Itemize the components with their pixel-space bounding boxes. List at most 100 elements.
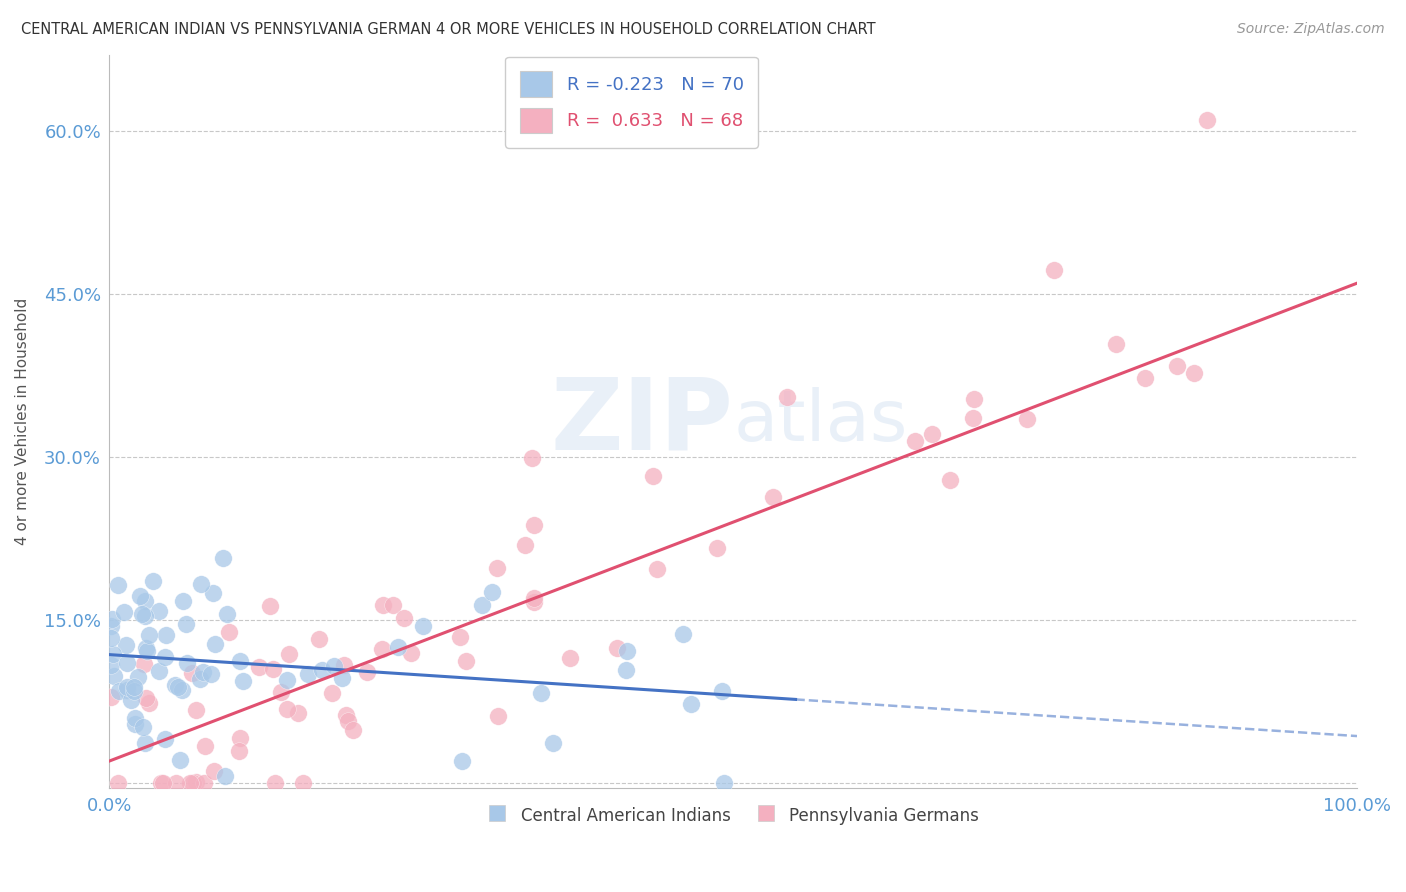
- Point: [962, 411, 984, 425]
- Point: [131, 607, 153, 621]
- Point: [311, 663, 333, 677]
- Point: [904, 434, 927, 449]
- Point: [1197, 113, 1219, 128]
- Point: [371, 598, 394, 612]
- Point: [323, 658, 346, 673]
- Point: [1133, 371, 1156, 385]
- Legend: Central American Indians, Pennsylvania Germans: Central American Indians, Pennsylvania G…: [481, 799, 986, 831]
- Point: [129, 589, 152, 603]
- Point: [166, 680, 188, 694]
- Point: [616, 663, 638, 677]
- Point: [194, 739, 217, 753]
- Point: [107, 683, 129, 698]
- Point: [513, 538, 536, 552]
- Point: [335, 707, 357, 722]
- Point: [107, 776, 129, 790]
- Point: [112, 605, 135, 619]
- Point: [616, 644, 638, 658]
- Point: [135, 641, 157, 656]
- Point: [560, 651, 582, 665]
- Point: [370, 642, 392, 657]
- Point: [247, 660, 270, 674]
- Point: [486, 709, 509, 723]
- Point: [523, 591, 546, 605]
- Point: [449, 630, 471, 644]
- Point: [124, 684, 146, 698]
- Point: [333, 657, 356, 672]
- Point: [174, 617, 197, 632]
- Point: [263, 776, 285, 790]
- Point: [481, 585, 503, 599]
- Point: [138, 696, 160, 710]
- Point: [387, 640, 409, 655]
- Point: [277, 647, 299, 661]
- Point: [132, 720, 155, 734]
- Point: [135, 644, 157, 658]
- Point: [775, 390, 797, 404]
- Point: [202, 764, 225, 778]
- Point: [259, 599, 281, 614]
- Point: [186, 703, 208, 717]
- Point: [134, 609, 156, 624]
- Point: [179, 776, 201, 790]
- Point: [706, 541, 728, 556]
- Point: [1015, 411, 1038, 425]
- Point: [287, 706, 309, 721]
- Point: [115, 683, 138, 698]
- Point: [100, 631, 122, 645]
- Point: [229, 654, 252, 668]
- Point: [153, 731, 176, 746]
- Point: [172, 594, 194, 608]
- Point: [262, 662, 284, 676]
- Text: ZIP: ZIP: [550, 373, 733, 470]
- Point: [148, 665, 170, 679]
- Point: [454, 654, 477, 668]
- Point: [214, 769, 236, 783]
- Point: [321, 686, 343, 700]
- Point: [134, 594, 156, 608]
- Text: CENTRAL AMERICAN INDIAN VS PENNSYLVANIA GERMAN 4 OR MORE VEHICLES IN HOUSEHOLD C: CENTRAL AMERICAN INDIAN VS PENNSYLVANIA …: [21, 22, 876, 37]
- Point: [382, 598, 405, 612]
- Point: [107, 578, 129, 592]
- Point: [122, 680, 145, 694]
- Point: [232, 674, 254, 689]
- Point: [186, 774, 208, 789]
- Point: [679, 697, 702, 711]
- Point: [330, 671, 353, 685]
- Point: [155, 627, 177, 641]
- Text: atlas: atlas: [733, 387, 907, 456]
- Point: [142, 574, 165, 589]
- Point: [485, 561, 508, 575]
- Point: [471, 598, 494, 612]
- Point: [100, 612, 122, 626]
- Point: [166, 776, 188, 790]
- Text: Source: ZipAtlas.com: Source: ZipAtlas.com: [1237, 22, 1385, 37]
- Point: [399, 646, 422, 660]
- Point: [412, 619, 434, 633]
- Point: [181, 776, 204, 790]
- Point: [103, 647, 125, 661]
- Point: [541, 736, 564, 750]
- Point: [190, 576, 212, 591]
- Point: [762, 491, 785, 505]
- Point: [148, 604, 170, 618]
- Point: [132, 657, 155, 671]
- Point: [1043, 263, 1066, 277]
- Point: [212, 551, 235, 566]
- Point: [921, 427, 943, 442]
- Point: [200, 667, 222, 681]
- Y-axis label: 4 or more Vehicles in Household: 4 or more Vehicles in Household: [15, 298, 30, 545]
- Point: [1104, 337, 1126, 351]
- Point: [356, 665, 378, 679]
- Point: [138, 628, 160, 642]
- Point: [152, 776, 174, 790]
- Point: [217, 607, 239, 621]
- Point: [963, 392, 986, 406]
- Point: [645, 562, 668, 576]
- Point: [342, 723, 364, 737]
- Point: [641, 469, 664, 483]
- Point: [169, 753, 191, 767]
- Point: [193, 776, 215, 790]
- Point: [308, 632, 330, 647]
- Point: [176, 656, 198, 670]
